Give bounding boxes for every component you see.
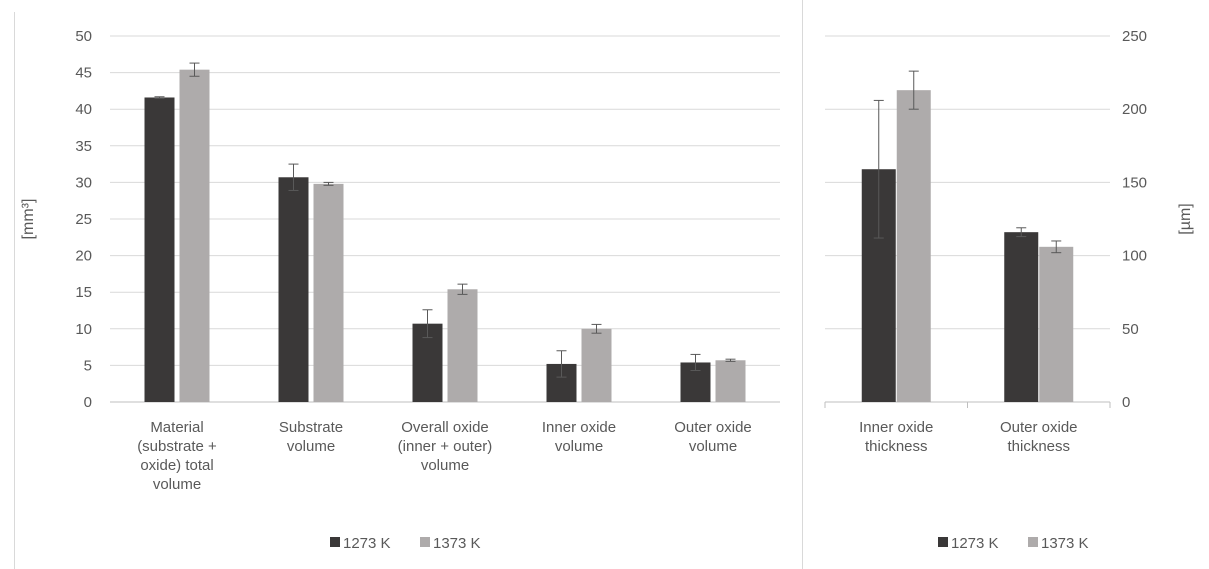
chart-0-category-label: Overall oxide [401, 419, 489, 436]
chart-0-legend-label: 1273 K [343, 535, 391, 552]
chart-1-ytick-label: 150 [1122, 174, 1147, 191]
chart-0-category-label: volume [555, 438, 603, 455]
chart-0-bar-1273k [144, 97, 175, 402]
chart-0-legend-label: 1373 K [433, 535, 481, 552]
chart-1-ytick-label: 50 [1122, 321, 1139, 338]
chart-0-bar-1273k [278, 177, 309, 402]
chart-0-bar-1373k [581, 328, 612, 402]
chart-1-ytick-label: 0 [1122, 394, 1130, 411]
chart-0-category-label: volume [421, 457, 469, 474]
chart-1-bar-1273k [1004, 232, 1039, 402]
chart-0-ytick-label: 10 [75, 321, 92, 338]
chart-1-bar-1373k [1039, 246, 1074, 402]
chart-1-category-label: Inner oxide [859, 419, 933, 436]
chart-0-ytick-label: 45 [75, 65, 92, 82]
chart-0-ytick-label: 30 [75, 174, 92, 191]
chart-1-category-label: Outer oxide [1000, 419, 1078, 436]
chart-0-bar-1373k [313, 183, 344, 402]
chart-0-ylabel: [mm³] [20, 199, 37, 240]
panel-divider [802, 0, 803, 569]
chart-0-ytick-label: 15 [75, 284, 92, 301]
chart-1-legend-label: 1273 K [951, 535, 999, 552]
chart-0-category-label: volume [287, 438, 335, 455]
chart-0-bar-1373k [179, 69, 210, 402]
chart-0-category-label: Substrate [279, 419, 343, 436]
chart-1-legend-swatch [938, 537, 948, 547]
chart-0-category-label: (substrate + [137, 438, 217, 455]
chart-0-ytick-label: 5 [84, 357, 92, 374]
chart-1-legend-swatch [1028, 537, 1038, 547]
chart-1-ylabel: [µm] [1177, 203, 1194, 234]
chart-1-ytick-label: 250 [1122, 28, 1147, 45]
chart-0-category-label: Inner oxide [542, 419, 616, 436]
chart-0-category-label: Material [150, 419, 203, 436]
chart-0-ytick-label: 50 [75, 28, 92, 45]
chart-0-category-label: volume [153, 476, 201, 493]
chart-0-ytick-label: 40 [75, 101, 92, 118]
chart-1-ytick-label: 200 [1122, 101, 1147, 118]
chart-0-category-label: Outer oxide [674, 419, 752, 436]
chart-0-legend-swatch [330, 537, 340, 547]
chart-0-category-label: volume [689, 438, 737, 455]
chart-1-legend-label: 1373 K [1041, 535, 1089, 552]
chart-0-category-label: oxide) total [140, 457, 213, 474]
chart-1-bar-1373k [896, 90, 931, 402]
chart-0-bar-1373k [447, 289, 478, 402]
chart-0-category-label: (inner + outer) [398, 438, 493, 455]
chart-0-ytick-label: 0 [84, 394, 92, 411]
chart-0-ytick-label: 25 [75, 211, 92, 228]
chart-1-category-label: thickness [1007, 438, 1070, 455]
chart-1-ytick-label: 100 [1122, 248, 1147, 265]
chart-0-ytick-label: 35 [75, 138, 92, 155]
chart-1-category-label: thickness [865, 438, 928, 455]
chart-0-ytick-label: 20 [75, 248, 92, 265]
chart-0-bar-1373k [715, 360, 746, 402]
chart-0-legend-swatch [420, 537, 430, 547]
panel-top-border [14, 12, 15, 569]
